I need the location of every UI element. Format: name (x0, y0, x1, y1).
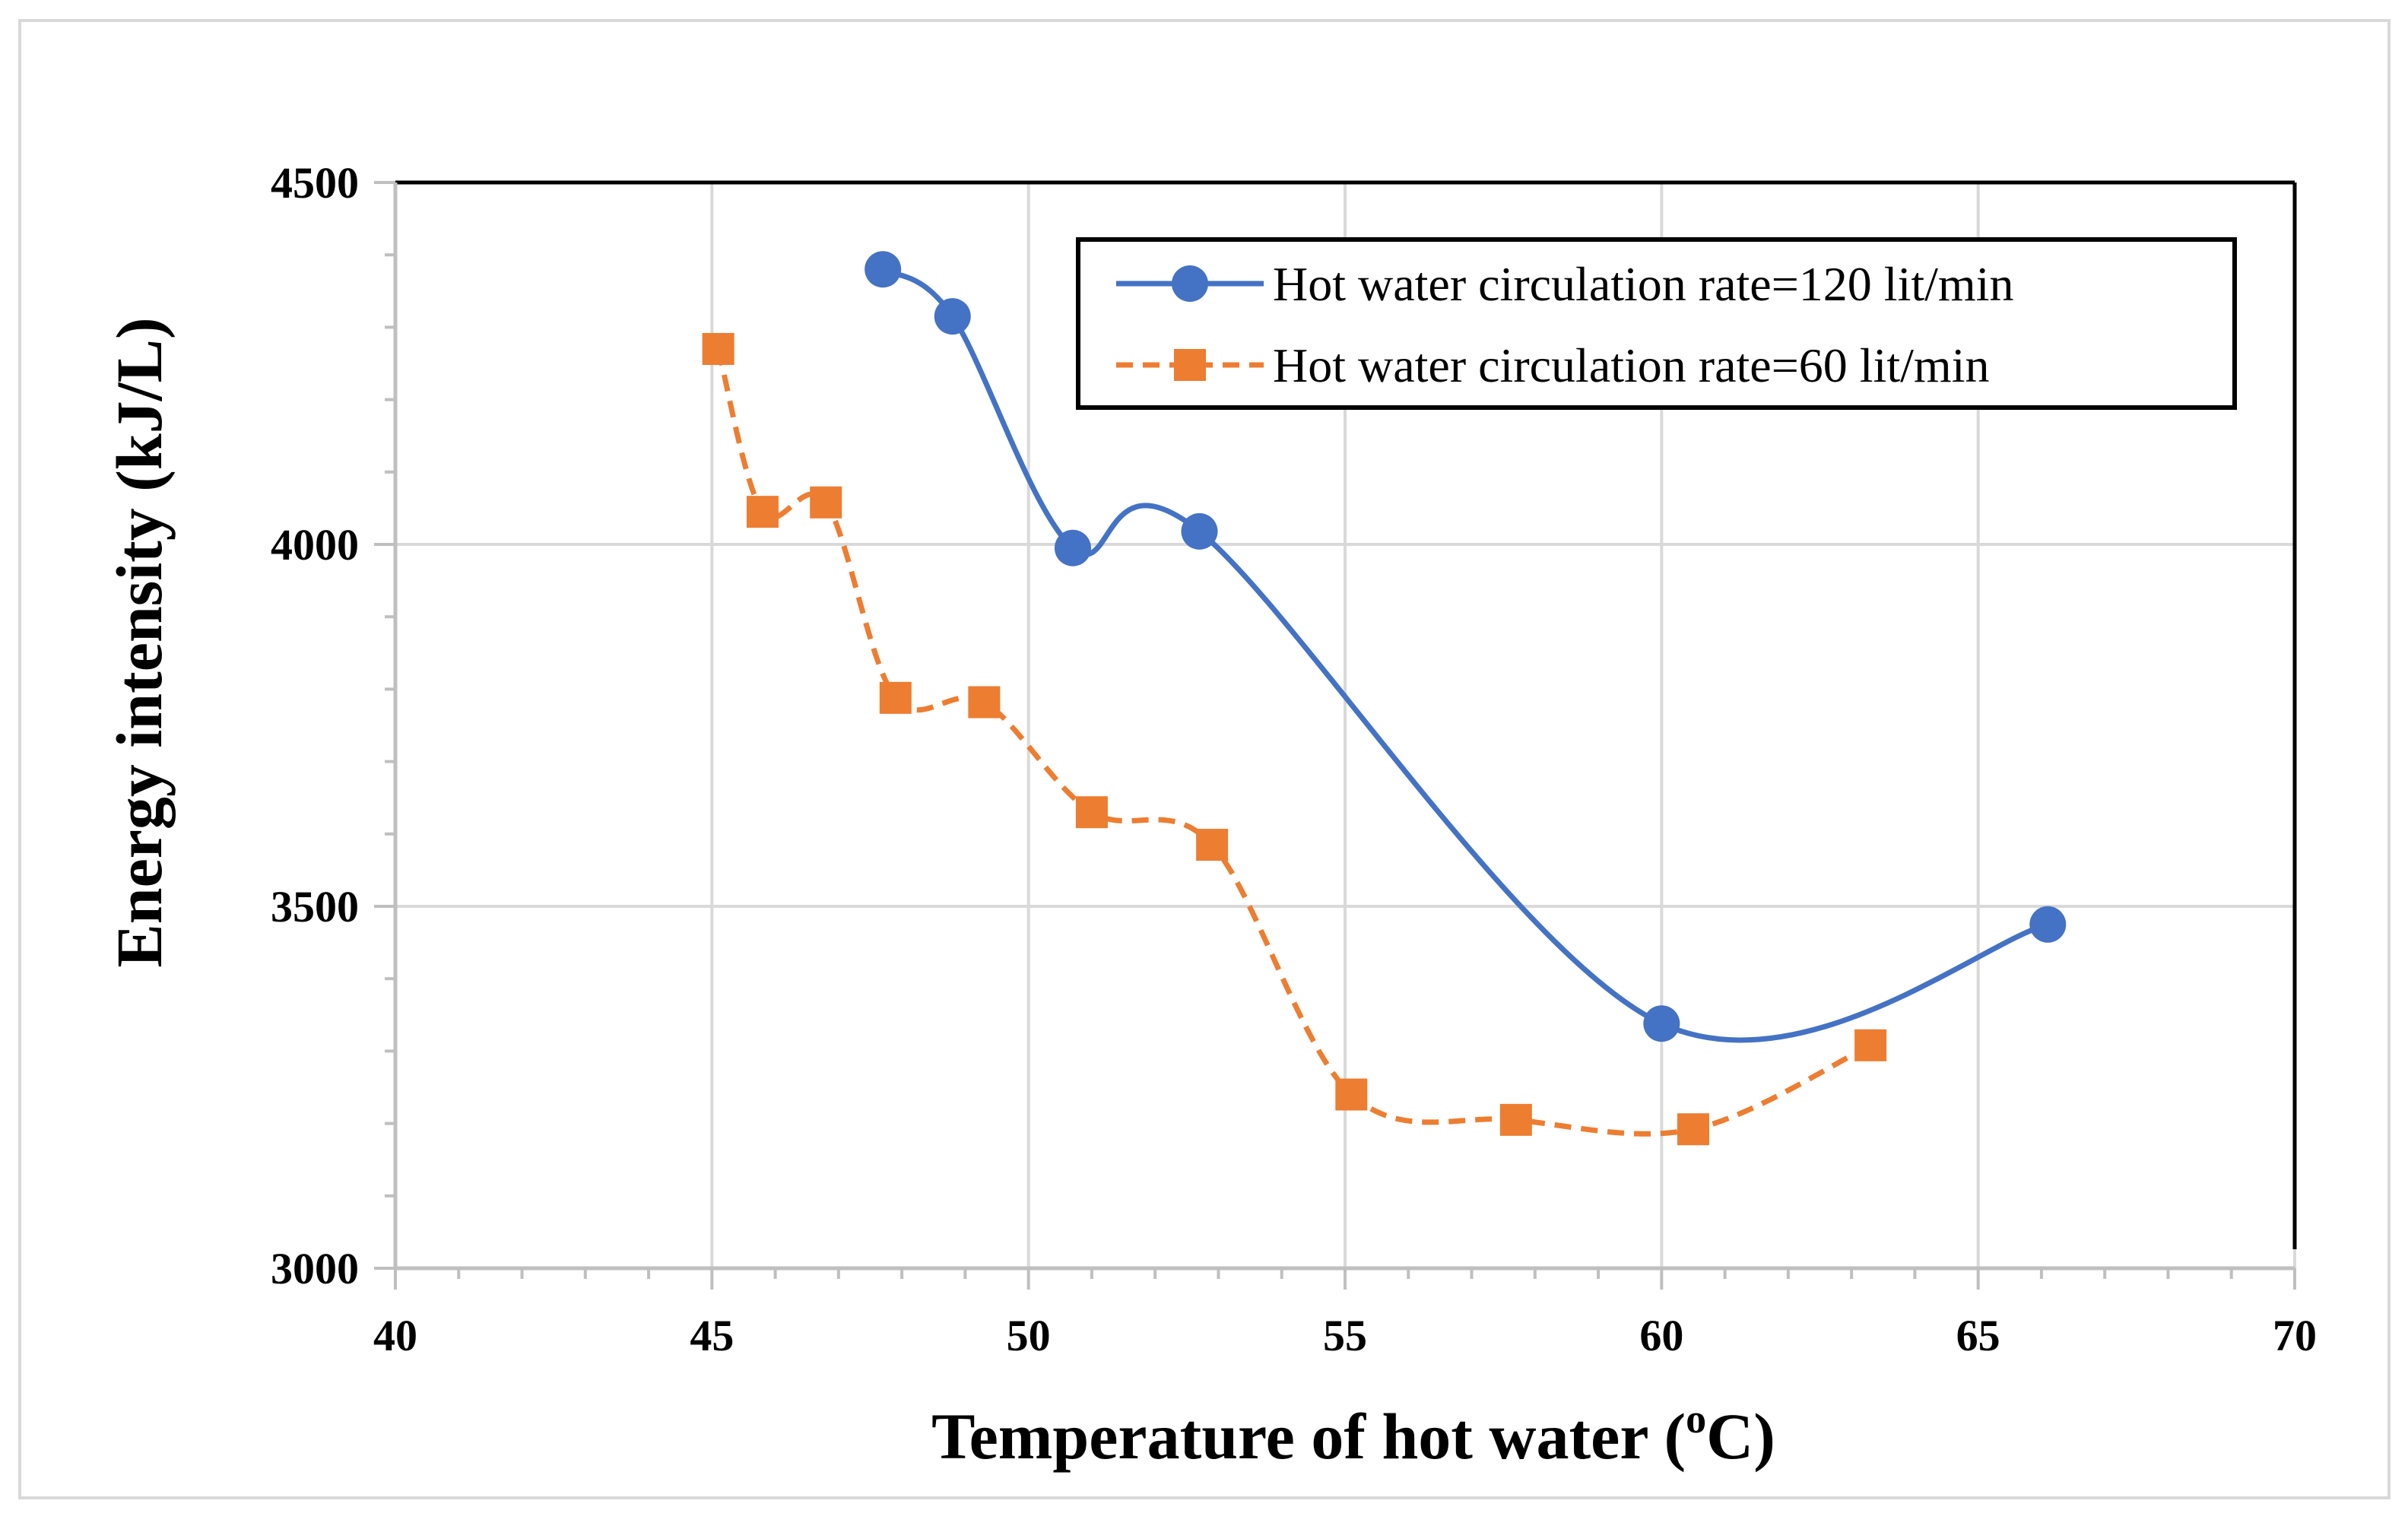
y-tick-label-4500: 4500 (271, 158, 359, 208)
x-axis-title-main: Temperature of hot water ( (931, 1400, 1686, 1473)
y-tick-label-4000: 4000 (271, 520, 359, 569)
legend-box (1076, 237, 2237, 410)
x-axis-title: Temperature of hot water (oC) (931, 1396, 1775, 1473)
series-1 (702, 332, 1887, 1146)
x-tick-label-70: 70 (2273, 1311, 2317, 1360)
series-1-point-8 (1499, 1103, 1532, 1136)
axis-ticks (374, 181, 2296, 1290)
series-1-point-4 (968, 686, 1001, 719)
x-tick-label-60: 60 (1639, 1311, 1683, 1360)
x-tick-label-50: 50 (1007, 1311, 1051, 1360)
series-0-point-2 (1054, 529, 1091, 566)
legend: Hot water circulation rate=120 lit/min H… (1076, 237, 2237, 410)
series-1-point-6 (1196, 829, 1229, 861)
x-tick-label-45: 45 (690, 1311, 734, 1360)
series-1-point-3 (879, 681, 912, 714)
legend-entry-120: Hot water circulation rate=120 lit/min (1116, 257, 2013, 311)
x-tick-label-40: 40 (373, 1311, 417, 1360)
legend-label-120: Hot water circulation rate=120 lit/min (1273, 257, 2013, 311)
x-axis-title-tail: C) (1706, 1400, 1775, 1473)
y-axis-title: Energy intensity (kJ/L) (103, 317, 176, 967)
tick-labels: 40 45 50 55 60 65 70 3000 3500 4000 4500 (271, 158, 2317, 1360)
series-1-point-9 (1677, 1113, 1709, 1146)
series-0-point-0 (865, 251, 902, 288)
series-1-point-2 (810, 486, 842, 519)
legend-marker-120 (1172, 265, 1208, 302)
series-1-point-5 (1075, 796, 1108, 829)
x-tick-label-55: 55 (1323, 1311, 1367, 1360)
series-0-point-4 (1643, 1005, 1680, 1042)
series-1-point-10 (1854, 1029, 1887, 1061)
series-0-point-3 (1181, 512, 1218, 550)
series-0 (865, 251, 2067, 1043)
x-tick-label-65: 65 (1956, 1311, 2000, 1360)
legend-entry-60: Hot water circulation rate=60 lit/min (1116, 338, 1989, 392)
series-1-point-1 (746, 496, 779, 528)
legend-label-60: Hot water circulation rate=60 lit/min (1273, 338, 1989, 392)
y-tick-label-3500: 3500 (271, 882, 359, 931)
series-1-point-7 (1335, 1078, 1368, 1111)
data-series (702, 251, 2067, 1146)
y-tick-label-3000: 3000 (271, 1244, 359, 1293)
x-axis-title-superscript: o (1686, 1396, 1706, 1442)
legend-marker-60 (1174, 349, 1206, 381)
series-0-point-1 (934, 298, 971, 335)
series-1-point-0 (702, 332, 734, 365)
series-0-point-5 (2029, 906, 2067, 943)
